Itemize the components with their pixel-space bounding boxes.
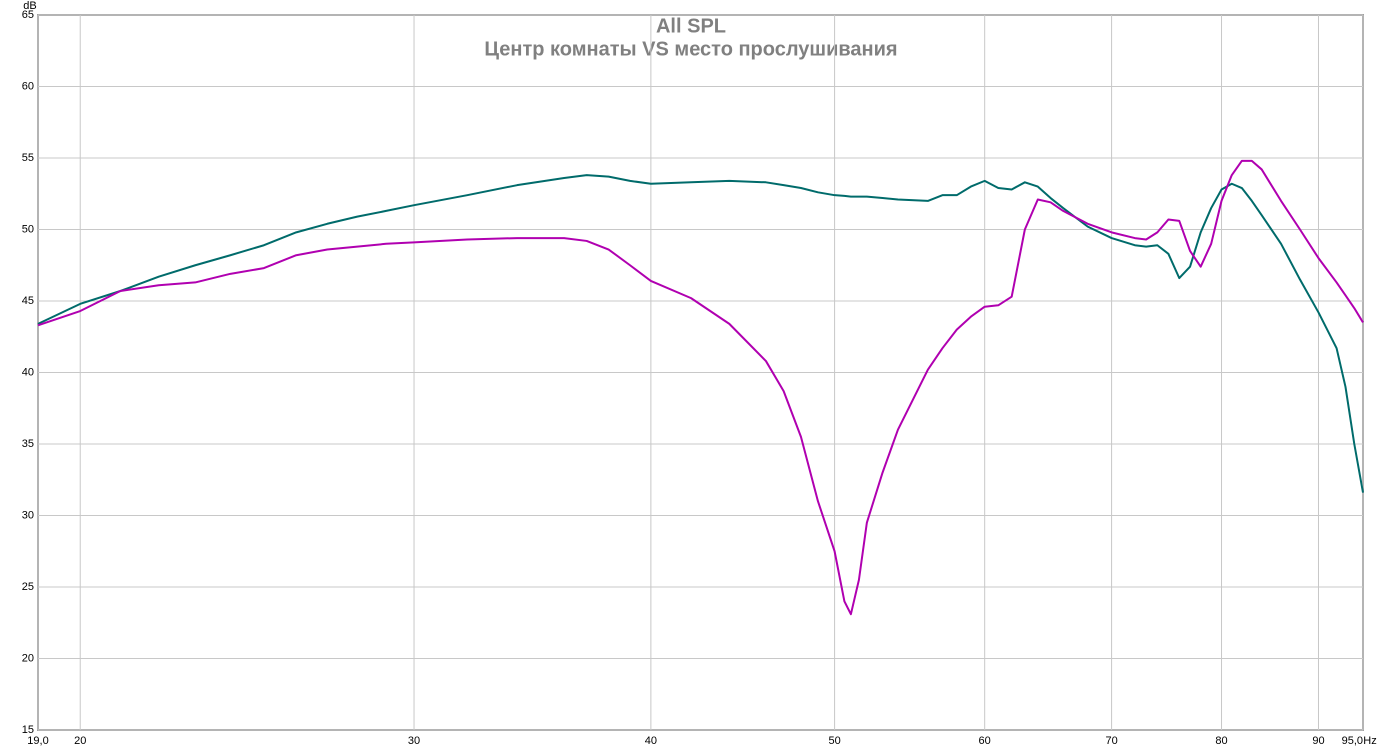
x-tick-label: 30 [408, 735, 420, 747]
x-tick-label: 50 [828, 735, 840, 747]
series-line [37, 174, 1364, 493]
x-tick-label: 20 [74, 735, 86, 747]
x-tick-label: 90 [1312, 735, 1324, 747]
x-tick-label: 60 [979, 735, 991, 747]
chart-subtitle: Центр комнаты VS место прослушивания [484, 38, 897, 60]
y-tick-label: 50 [22, 223, 34, 235]
x-tick-label: 19,0 [27, 735, 48, 747]
x-tick-label: 40 [645, 735, 657, 747]
series-line [37, 159, 1364, 616]
x-tick-label: 95,0 [1342, 735, 1363, 747]
chart-title: All SPL [656, 15, 726, 37]
y-tick-label: 60 [22, 80, 34, 92]
x-tick-label: 70 [1105, 735, 1117, 747]
y-tick-label: 15 [22, 724, 34, 736]
y-tick-label: 45 [22, 295, 34, 307]
y-tick-label: 55 [22, 152, 34, 164]
y-tick-label: 40 [22, 366, 34, 378]
y-tick-label: 65 [22, 9, 34, 21]
y-tick-label: 30 [22, 509, 34, 521]
y-axis-unit: dB [23, 0, 36, 12]
y-tick-label: 20 [22, 652, 34, 664]
x-tick-label: 80 [1215, 735, 1227, 747]
x-axis-unit: Hz [1363, 735, 1376, 747]
y-tick-label: 35 [22, 438, 34, 450]
y-tick-label: 25 [22, 581, 34, 593]
